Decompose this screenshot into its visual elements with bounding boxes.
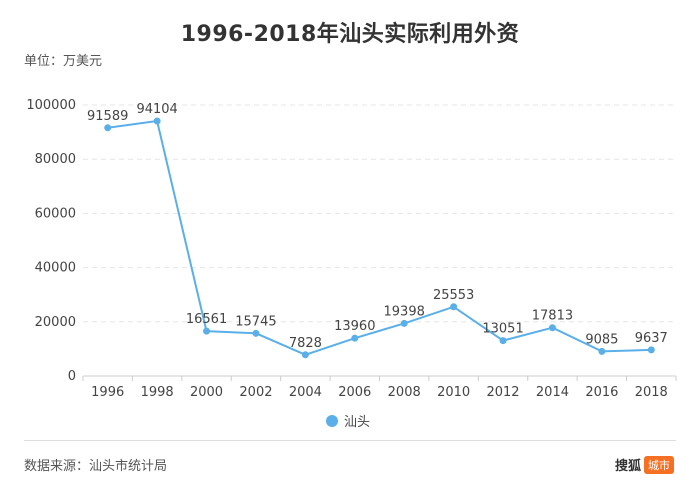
data-point bbox=[153, 117, 161, 125]
data-label: 13960 bbox=[334, 319, 375, 334]
x-tick-label: 2004 bbox=[289, 385, 322, 400]
data-label: 19398 bbox=[384, 304, 425, 319]
x-tick-label: 2010 bbox=[437, 385, 470, 400]
series-line bbox=[107, 119, 652, 356]
data-label: 94104 bbox=[136, 102, 177, 117]
data-label: 17813 bbox=[532, 309, 573, 324]
x-tick-label: 2000 bbox=[190, 385, 223, 400]
unit-label: 单位：万美元 bbox=[24, 54, 103, 69]
data-label: 7828 bbox=[289, 336, 322, 351]
data-point bbox=[351, 334, 359, 342]
y-tick-label: 0 bbox=[68, 369, 76, 384]
data-label: 9085 bbox=[585, 332, 618, 347]
data-label: 25553 bbox=[433, 288, 474, 303]
data-point bbox=[647, 346, 655, 354]
legend-marker bbox=[326, 415, 338, 427]
x-tick-label: 2016 bbox=[585, 385, 618, 400]
x-tick-label: 2002 bbox=[239, 385, 272, 400]
x-tick-label: 2012 bbox=[486, 385, 519, 400]
y-tick-label: 80000 bbox=[35, 152, 76, 167]
data-point bbox=[203, 327, 211, 335]
data-point bbox=[499, 337, 507, 345]
footer-divider bbox=[24, 440, 676, 441]
data-label: 9637 bbox=[635, 331, 668, 346]
y-tick-label: 100000 bbox=[26, 98, 76, 113]
data-label: 91589 bbox=[87, 109, 128, 124]
logo-badge: 城市 bbox=[644, 455, 674, 474]
y-tick-label: 60000 bbox=[35, 206, 76, 221]
x-tick-label: 2014 bbox=[536, 385, 569, 400]
data-point bbox=[301, 351, 309, 359]
logo-text: 搜狐 bbox=[614, 459, 641, 474]
data-point bbox=[450, 303, 458, 311]
data-point bbox=[548, 324, 556, 332]
x-tick-label: 1996 bbox=[91, 385, 124, 400]
data-point bbox=[104, 124, 112, 132]
data-point bbox=[400, 319, 408, 327]
data-label: 13051 bbox=[482, 322, 523, 337]
y-tick-label: 20000 bbox=[35, 315, 76, 330]
y-tick-label: 40000 bbox=[35, 261, 76, 276]
data-point bbox=[252, 329, 260, 337]
x-tick-label: 2006 bbox=[338, 385, 371, 400]
legend-label: 汕头 bbox=[344, 415, 370, 430]
sohu-city-logo: 搜狐 城市 bbox=[615, 455, 674, 474]
data-label: 16561 bbox=[186, 312, 227, 327]
x-tick-label: 2018 bbox=[635, 385, 668, 400]
data-source: 数据来源：汕头市统计局 bbox=[24, 459, 168, 474]
chart-title: 1996-2018年汕头实际利用外资 bbox=[180, 22, 520, 47]
data-point bbox=[598, 347, 606, 355]
x-tick-label: 1998 bbox=[141, 385, 174, 400]
x-tick-label: 2008 bbox=[388, 385, 421, 400]
data-label: 15745 bbox=[235, 314, 276, 329]
